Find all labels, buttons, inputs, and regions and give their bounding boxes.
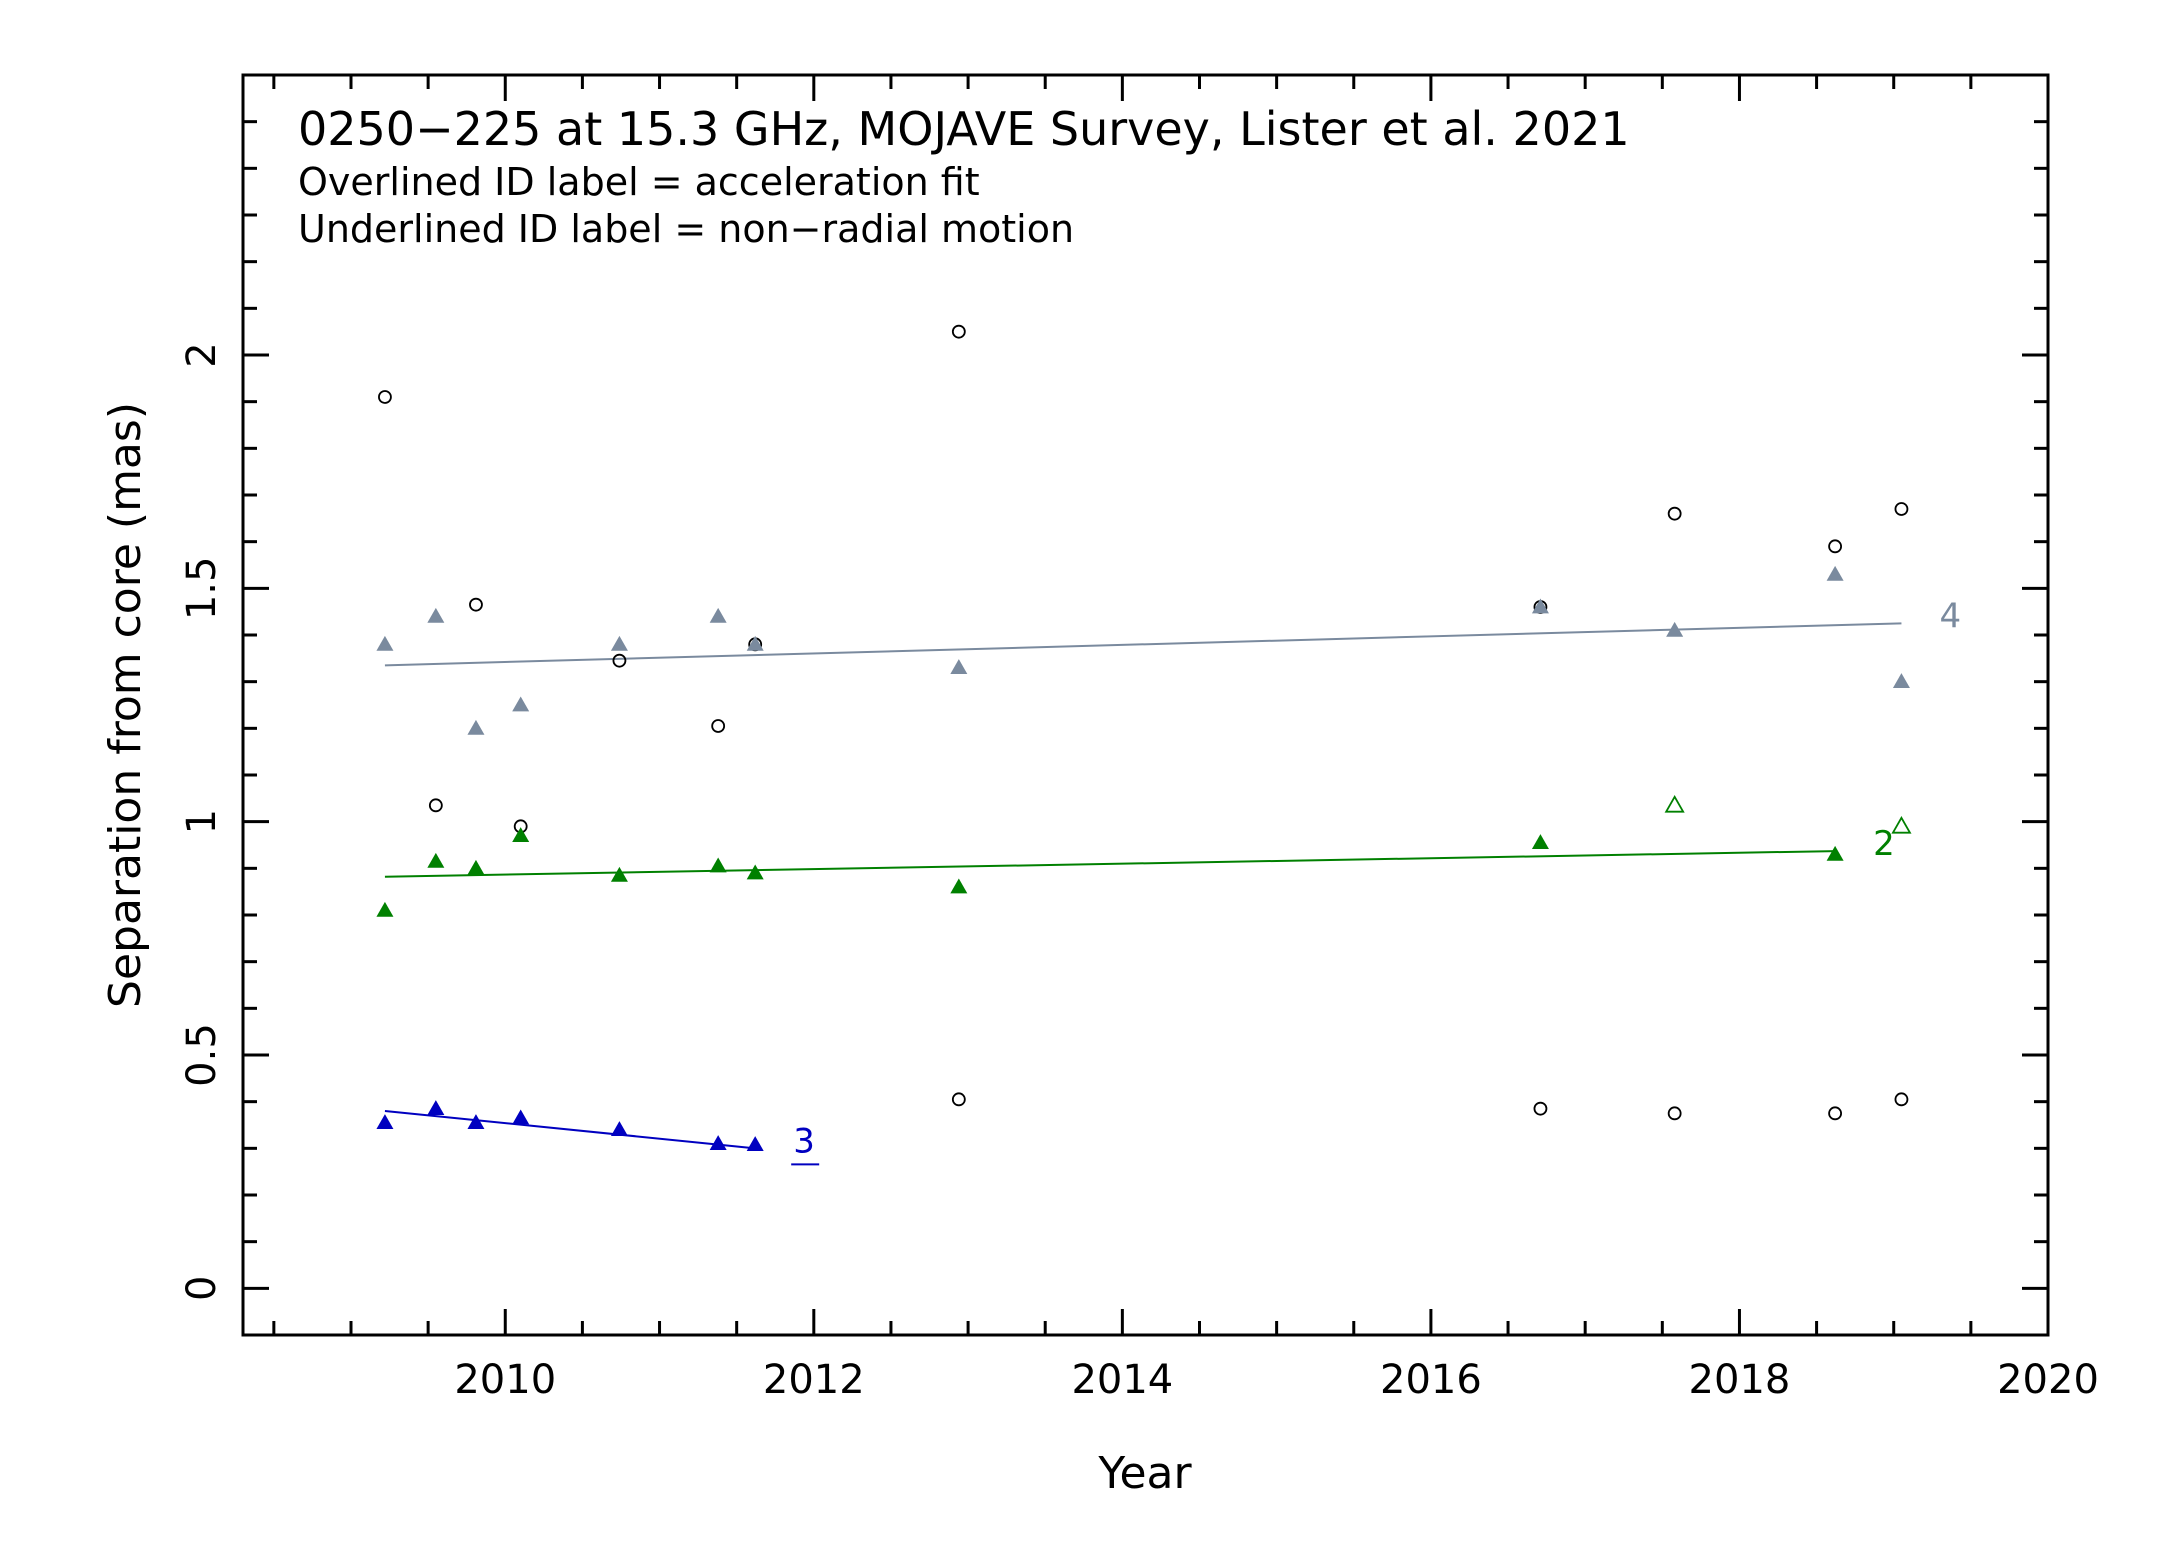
open-circle-point xyxy=(951,1092,966,1107)
component-3-point xyxy=(376,1114,394,1130)
component-2-excluded-point xyxy=(1891,816,1912,834)
component-id-label-4: 4 xyxy=(1939,596,1961,636)
component-4-point xyxy=(709,607,727,623)
axis-tick-labels: 2010 2012 2014 2016 2018 2020 0 0.5 1 1.5 2 xyxy=(179,342,2099,1403)
open-circle-point xyxy=(1828,1106,1843,1121)
component-2-point xyxy=(1531,834,1549,850)
component-4-point xyxy=(1826,565,1844,581)
open-circle-point xyxy=(1667,1106,1682,1121)
open-circle-point xyxy=(1828,539,1843,554)
y-tick-label: 1.5 xyxy=(179,557,225,621)
open-circle-point xyxy=(711,719,726,733)
component-4-point xyxy=(746,635,764,651)
component-3-point xyxy=(709,1135,727,1151)
component-id-label-3: 3 xyxy=(793,1121,815,1161)
component-3-point xyxy=(467,1114,485,1130)
x-tick-label: 2018 xyxy=(1689,1357,1791,1403)
chart-title-block: 0250−225 at 15.3 GHz, MOJAVE Survey, Lis… xyxy=(298,102,1630,251)
chart-subtitle-overline: Overlined ID label = acceleration fit xyxy=(298,160,980,204)
component-4-point xyxy=(512,696,530,712)
data-points xyxy=(376,324,1912,1151)
x-tick-label: 2020 xyxy=(1997,1357,2099,1403)
component-4-point xyxy=(376,635,394,651)
component-4-point xyxy=(950,659,968,675)
component-2-point xyxy=(376,901,394,917)
x-tick-label: 2016 xyxy=(1380,1357,1482,1403)
fit-line-component-3 xyxy=(384,1110,756,1150)
component-2-point xyxy=(709,857,727,873)
component-2-point xyxy=(950,878,968,894)
y-tick-label: 1 xyxy=(179,809,225,834)
y-tick-label: 2 xyxy=(179,342,225,367)
fit-lines xyxy=(384,622,1902,1150)
component-3-point xyxy=(610,1121,628,1137)
component-4-point xyxy=(1666,621,1684,637)
open-circle-point xyxy=(1894,1092,1909,1107)
open-circle-point xyxy=(428,798,443,813)
component-4-point xyxy=(467,719,485,735)
x-axis-label: Year xyxy=(1097,1448,1192,1499)
open-circle-point xyxy=(1667,506,1682,521)
component-2-point xyxy=(610,866,628,882)
component-2-point xyxy=(427,852,445,868)
fit-line-component-4 xyxy=(384,622,1902,667)
component-2-point xyxy=(467,859,485,875)
y-tick-label: 0.5 xyxy=(179,1023,225,1087)
component-3-point xyxy=(746,1136,764,1151)
axis-ticks xyxy=(243,73,2050,1337)
component-2-point xyxy=(746,864,764,880)
x-tick-label: 2012 xyxy=(763,1357,865,1403)
open-circle-point xyxy=(469,597,483,612)
component-3-point xyxy=(512,1109,530,1125)
y-axis-label: Separation from core (mas) xyxy=(100,402,151,1008)
open-circle-point xyxy=(612,653,627,668)
component-2-excluded-point xyxy=(1664,795,1685,813)
component-3-point xyxy=(427,1100,445,1116)
component-2-point xyxy=(512,827,530,843)
y-tick-label: 0 xyxy=(179,1276,225,1301)
component-id-label-2: 2 xyxy=(1873,824,1895,864)
chart-title: 0250−225 at 15.3 GHz, MOJAVE Survey, Lis… xyxy=(298,102,1630,156)
plot-frame xyxy=(241,73,2050,1337)
component-id-labels: 4 2 3 xyxy=(791,596,1961,1166)
component-4-point xyxy=(427,607,445,623)
fit-line-component-2 xyxy=(384,850,1836,878)
x-tick-label: 2014 xyxy=(1071,1357,1173,1403)
component-4-point xyxy=(1892,673,1910,689)
open-circle-point xyxy=(951,324,966,339)
open-circle-point xyxy=(378,390,392,404)
component-4-point xyxy=(1531,598,1549,614)
component-2-point xyxy=(1826,845,1844,861)
component-4-point xyxy=(610,635,628,651)
x-tick-label: 2010 xyxy=(454,1357,556,1403)
chart-subtitle-underline: Underlined ID label = non−radial motion xyxy=(298,207,1074,251)
open-circle-point xyxy=(1533,1101,1548,1116)
open-circle-point xyxy=(1894,502,1909,516)
